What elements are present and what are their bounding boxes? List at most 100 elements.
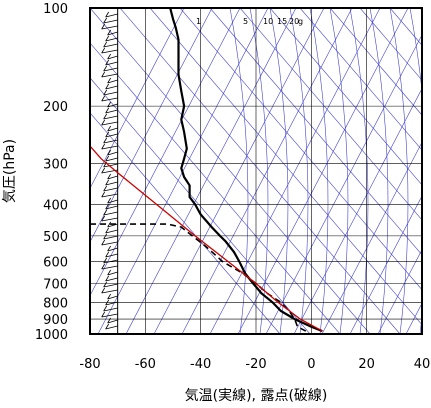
wind-barb-flag xyxy=(103,113,108,120)
moist-adiabat-line xyxy=(389,8,409,334)
moist-adiabat-line xyxy=(329,8,349,334)
dewpoint-line xyxy=(90,223,307,332)
wind-barb xyxy=(107,31,118,36)
wind-barb xyxy=(101,49,118,54)
wind-barb-flag xyxy=(101,119,106,126)
mixing-ratio-labels: 1 5 10 15 20g xyxy=(196,17,303,26)
adiabat-line xyxy=(90,112,281,334)
wind-barb-flag xyxy=(105,179,110,186)
plot-frame xyxy=(89,7,423,335)
wind-barb xyxy=(105,133,118,138)
wind-barb xyxy=(107,247,118,252)
wind-barb-flag xyxy=(105,323,110,330)
wind-barb xyxy=(107,55,118,60)
wind-barb xyxy=(103,19,118,24)
moist-adiabat-line xyxy=(409,8,422,334)
isotherm-line xyxy=(181,8,353,334)
wind-barb xyxy=(107,127,118,132)
wind-barb-flag xyxy=(105,251,110,258)
wind-barb-flag xyxy=(107,101,112,108)
background-lines xyxy=(90,8,422,334)
wind-barb xyxy=(103,91,118,96)
y-axis-label: 気圧(hPa) xyxy=(2,139,18,203)
wind-barb-flag xyxy=(105,107,110,114)
x-tick-label: -20 xyxy=(245,357,266,372)
adiabat-line xyxy=(119,8,401,334)
wind-barb xyxy=(105,61,118,66)
parcel-path-line xyxy=(90,145,323,332)
adiabat-line xyxy=(179,8,422,291)
y-tick-label: 300 xyxy=(43,158,68,173)
wind-barb xyxy=(103,235,118,240)
isotherm-line xyxy=(265,34,422,334)
x-tick-label: -40 xyxy=(190,357,211,372)
moist-adiabat-line xyxy=(309,8,329,334)
wind-barb xyxy=(103,43,118,48)
wind-barb xyxy=(105,325,118,330)
x-tick-label: 20 xyxy=(358,357,375,372)
wind-barb-flag xyxy=(101,71,106,78)
wind-barb-flag xyxy=(105,275,110,282)
wind-barb-flag xyxy=(103,305,108,312)
x-tick-label: 40 xyxy=(414,357,431,372)
wind-barb xyxy=(101,265,118,270)
wind-barb-flag xyxy=(103,257,108,264)
wind-barb-flag xyxy=(105,299,110,306)
wind-barb xyxy=(103,163,118,168)
wind-barb xyxy=(107,319,118,324)
wind-barb xyxy=(107,271,118,276)
adiabat-line xyxy=(269,8,422,186)
wind-barb-flag xyxy=(107,125,112,132)
wind-barb-flag xyxy=(101,311,106,318)
wind-barb xyxy=(105,109,118,114)
moist-adiabat-line xyxy=(369,8,389,334)
adiabat-line xyxy=(359,8,422,81)
wind-barb xyxy=(103,211,118,216)
moist-adiabat-line xyxy=(229,8,249,334)
isotherm-line xyxy=(321,141,422,334)
wind-barb xyxy=(107,151,118,156)
mixing-ratio-label: g xyxy=(298,17,303,26)
adiabat-line xyxy=(209,8,422,256)
wind-barb xyxy=(101,25,118,30)
wind-barb-flag xyxy=(103,233,108,240)
wind-barb-flag xyxy=(103,281,108,288)
adiabat-line xyxy=(149,8,422,326)
wind-barb-flag xyxy=(101,191,106,198)
wind-barb-flag xyxy=(101,167,106,174)
wind-barb xyxy=(105,157,118,162)
adiabat-line xyxy=(239,8,422,221)
isotherm-line xyxy=(90,8,185,189)
wind-barb xyxy=(101,241,118,246)
wind-barb xyxy=(105,253,118,258)
wind-barb xyxy=(103,259,118,264)
wind-barb-flag xyxy=(105,155,110,162)
isotherm-line xyxy=(153,8,325,334)
mixing-ratio-label: 10 xyxy=(263,17,273,26)
y-tick-label: 1000 xyxy=(35,328,68,343)
wind-barb xyxy=(101,313,118,318)
wind-barb xyxy=(103,67,118,72)
y-tick-label: 600 xyxy=(43,256,68,271)
wind-barb xyxy=(105,205,118,210)
isotherm-line xyxy=(349,195,422,334)
mixing-ratio-label: 5 xyxy=(243,17,248,26)
y-tick-label: 800 xyxy=(43,296,68,311)
wind-barb-flag xyxy=(107,221,112,228)
wind-barb xyxy=(105,85,118,90)
wind-barb-flag xyxy=(101,287,106,294)
moist-adiabat-line xyxy=(269,8,289,334)
isotherm-line xyxy=(293,87,422,334)
mixing-ratio-label: 20 xyxy=(289,17,299,26)
wind-barb-flag xyxy=(103,65,108,72)
wind-barb-flag xyxy=(101,23,106,30)
moist-adiabat-line xyxy=(289,8,309,334)
temperature-line xyxy=(169,8,323,333)
wind-barb xyxy=(105,301,118,306)
isotherm-line xyxy=(125,8,297,334)
wind-barb xyxy=(103,115,118,120)
wind-barb xyxy=(101,73,118,78)
wind-barb-flag xyxy=(107,29,112,36)
x-tick-label: -80 xyxy=(79,357,100,372)
